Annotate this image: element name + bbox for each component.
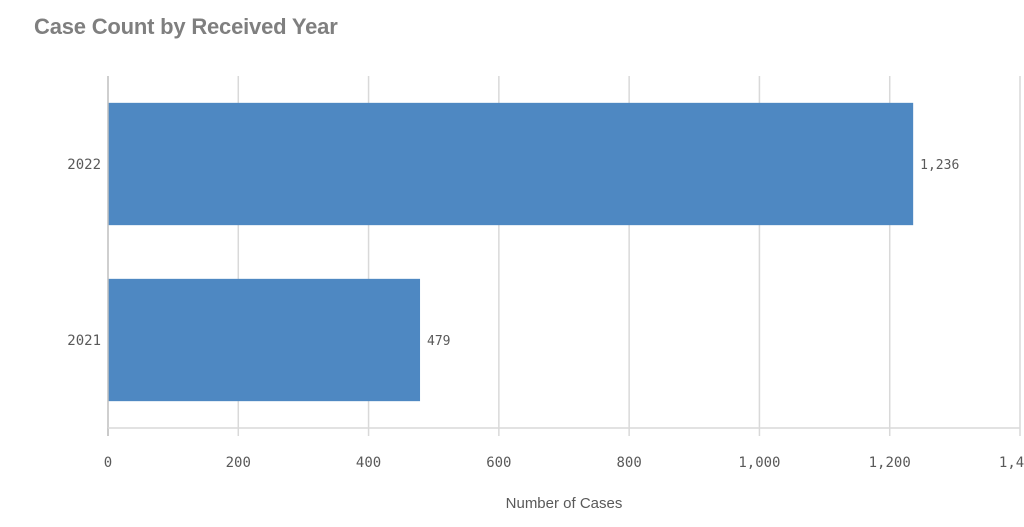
chart-title: Case Count by Received Year — [34, 14, 338, 39]
x-tick-label: 1,000 — [738, 455, 780, 471]
x-axis: 0 200 400 600 800 1,000 1,200 1,400 — [104, 76, 1024, 471]
x-tick-label: 400 — [356, 455, 381, 471]
bars — [108, 102, 914, 402]
data-label-2021: 479 — [427, 334, 450, 349]
x-tick-label: 0 — [104, 455, 112, 471]
data-label-2022: 1,236 — [920, 158, 959, 173]
bar-2021[interactable] — [108, 278, 421, 402]
x-axis-title: Number of Cases — [506, 495, 623, 512]
x-tick-label: 1,400 — [999, 455, 1024, 471]
category-label-2022: 2022 — [67, 157, 101, 173]
data-labels: 1,236 479 — [427, 158, 959, 349]
x-tick-label: 800 — [616, 455, 641, 471]
category-labels: 2022 2021 — [67, 157, 101, 349]
x-tick-label: 1,200 — [869, 455, 911, 471]
bar-2022[interactable] — [108, 102, 914, 226]
category-label-2021: 2021 — [67, 333, 101, 349]
x-tick-label: 200 — [226, 455, 251, 471]
x-tick-label: 600 — [486, 455, 511, 471]
